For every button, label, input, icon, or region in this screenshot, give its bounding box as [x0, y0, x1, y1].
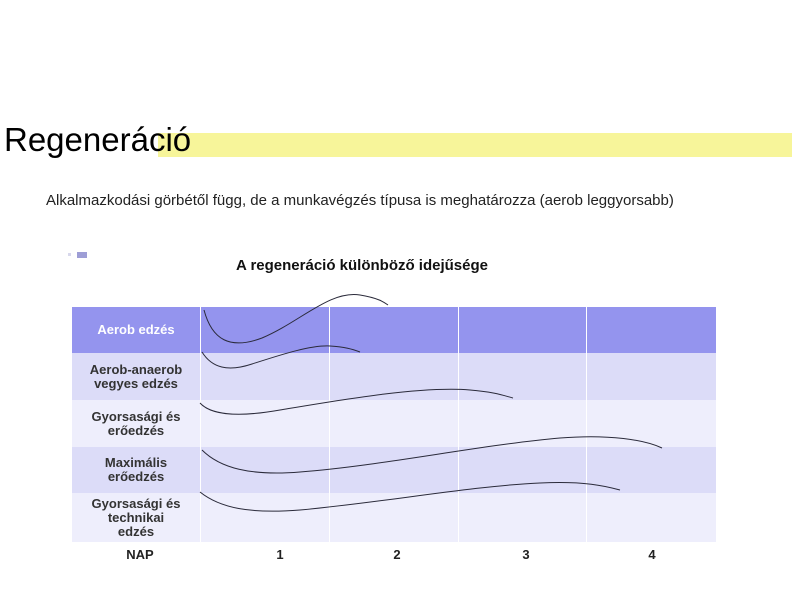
x-axis-tick: 1 — [276, 547, 284, 562]
column-divider — [586, 307, 587, 542]
table-row-gyorsasagi-technikai: Gyorsasági és technikai edzés — [72, 493, 716, 542]
column-divider — [329, 307, 330, 542]
table-row-maximalis: Maximális erőedzés — [72, 447, 716, 493]
x-axis-tick: 3 — [522, 547, 530, 562]
bullet-dot — [68, 253, 71, 256]
figure-title: A regeneráció különböző idejűsége — [236, 257, 488, 274]
x-axis-label: NAP — [126, 547, 154, 562]
row-label: Maximális erőedzés — [104, 455, 168, 484]
row-label: Aerob-anaerob vegyes edzés — [89, 361, 183, 391]
row-label: Gyorsasági és erőedzés — [91, 408, 181, 438]
column-divider — [458, 307, 459, 542]
x-axis-tick: 2 — [393, 547, 401, 562]
bullet-square-icon — [77, 252, 87, 258]
table-row-aerob: Aerob edzés — [72, 307, 716, 353]
x-axis-tick: 4 — [648, 547, 656, 562]
regeneration-table: Aerob edzés Aerob-anaerob vegyes edzés G… — [72, 307, 716, 542]
slide-title: Regeneráció — [4, 121, 192, 158]
column-divider — [200, 307, 201, 542]
title-highlight-bar — [158, 133, 792, 157]
row-label: Aerob edzés — [97, 322, 175, 337]
row-label: Gyorsasági és technikai edzés — [91, 495, 181, 539]
body-text: Alkalmazkodási görbétől függ, de a munka… — [46, 192, 674, 209]
table-row-aerob-anaerob: Aerob-anaerob vegyes edzés — [72, 353, 716, 400]
table-row-gyorsasagi-ero: Gyorsasági és erőedzés — [72, 400, 716, 447]
